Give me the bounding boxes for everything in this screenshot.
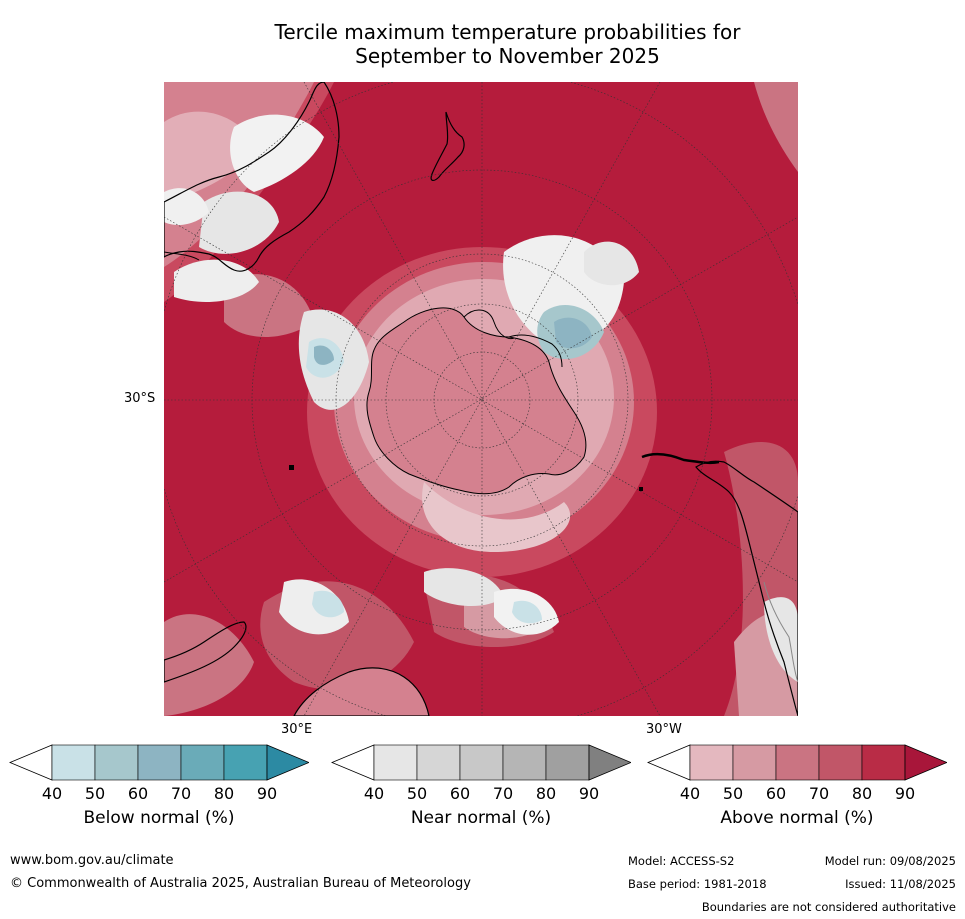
below-swatch-50 (94, 744, 139, 781)
below-tick-label: 40 (41, 784, 63, 803)
below-swatch-80 (223, 744, 268, 781)
weddell-coast (508, 334, 563, 368)
map-canvas (164, 82, 798, 716)
above-swatch-80 (861, 744, 906, 781)
near-swatch-80 (545, 744, 590, 781)
australia-outline (164, 82, 340, 272)
above-swatch-70 (818, 744, 863, 781)
above-normal-colorbar-swatches (647, 744, 947, 781)
below-tick-label: 70 (170, 784, 192, 803)
below-normal-label: Below normal (%) (83, 808, 235, 828)
above-tick-label: 80 (851, 784, 873, 803)
above-swatch-high-arrow (904, 744, 947, 781)
footer-base-period: Base period: 1981-2018 (628, 877, 767, 891)
near-tick-label: 90 (578, 784, 600, 803)
lat-label-30s: 30°S (124, 391, 156, 406)
near-swatch-low-arrow (331, 744, 375, 781)
footer-model-run: Model run: 09/08/2025 (824, 854, 956, 868)
below-tick-label: 50 (84, 784, 106, 803)
below-swatch-70 (180, 744, 225, 781)
graticule (164, 82, 798, 716)
near-tick-label: 40 (363, 784, 385, 803)
footer-model: Model: ACCESS-S2 (628, 854, 735, 868)
andes-border (763, 581, 798, 683)
footer-issued: Issued: 11/08/2025 (845, 877, 956, 891)
above-swatch-low-arrow (647, 744, 691, 781)
above-tick-label: 50 (722, 784, 744, 803)
antarctic-peninsula (463, 309, 515, 340)
near-swatch-high-arrow (588, 744, 631, 781)
above-normal-label: Above normal (%) (720, 808, 874, 828)
south-georgia-island (639, 487, 643, 491)
title-line-1: Tercile maximum temperature probabilitie… (274, 20, 741, 44)
near-tick-label: 70 (492, 784, 514, 803)
new-zealand-outline (430, 111, 465, 181)
australia-coast-detail (164, 251, 200, 261)
below-normal-colorbar: Below normal (%) 40 50 60 70 80 90 (9, 744, 309, 854)
below-swatch-60 (137, 744, 182, 781)
title-line-2: September to November 2025 (355, 44, 660, 68)
above-tick-label: 90 (894, 784, 916, 803)
near-swatch-70 (502, 744, 547, 781)
polar-map (164, 82, 798, 716)
above-tick-label: 60 (765, 784, 787, 803)
below-tick-label: 80 (213, 784, 235, 803)
footer-copyright: © Commonwealth of Australia 2025, Austra… (10, 876, 471, 891)
above-tick-label: 70 (808, 784, 830, 803)
near-tick-label: 60 (449, 784, 471, 803)
kerguelen-island (289, 465, 294, 470)
tierra-del-fuego (641, 452, 720, 465)
above-normal-colorbar: Above normal (%) 40 50 60 70 80 90 (647, 744, 947, 854)
near-swatch-50 (416, 744, 461, 781)
near-normal-colorbar-swatches (331, 744, 631, 781)
below-normal-colorbar-swatches (9, 744, 309, 781)
near-swatch-40 (373, 744, 418, 781)
above-tick-label: 40 (679, 784, 701, 803)
near-normal-label: Near normal (%) (410, 808, 552, 828)
near-swatch-60 (459, 744, 504, 781)
below-swatch-low-arrow (9, 744, 53, 781)
above-swatch-40 (689, 744, 734, 781)
africa-outline (164, 621, 247, 683)
lon-label-30e: 30°E (281, 722, 313, 737)
near-tick-label: 80 (535, 784, 557, 803)
below-swatch-40 (51, 744, 96, 781)
footer-disclaimer: Boundaries are not considered authoritat… (701, 900, 956, 914)
near-normal-colorbar: Near normal (%) 40 50 60 70 80 90 (331, 744, 631, 854)
footer-url: www.bom.gov.au/climate (10, 853, 174, 868)
near-tick-label: 50 (406, 784, 428, 803)
above-swatch-60 (775, 744, 820, 781)
south-america-outline (695, 460, 798, 716)
below-tick-label: 60 (127, 784, 149, 803)
southern-africa-outline (293, 667, 430, 716)
above-swatch-50 (732, 744, 777, 781)
below-swatch-high-arrow (266, 744, 309, 781)
below-tick-label: 90 (256, 784, 278, 803)
chart-title: Tercile maximum temperature probabilitie… (200, 20, 815, 68)
lon-label-30w: 30°W (646, 722, 682, 737)
